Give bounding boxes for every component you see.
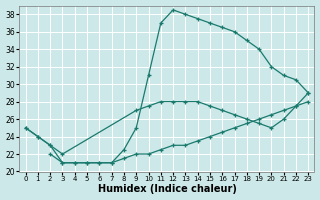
X-axis label: Humidex (Indice chaleur): Humidex (Indice chaleur): [98, 184, 236, 194]
